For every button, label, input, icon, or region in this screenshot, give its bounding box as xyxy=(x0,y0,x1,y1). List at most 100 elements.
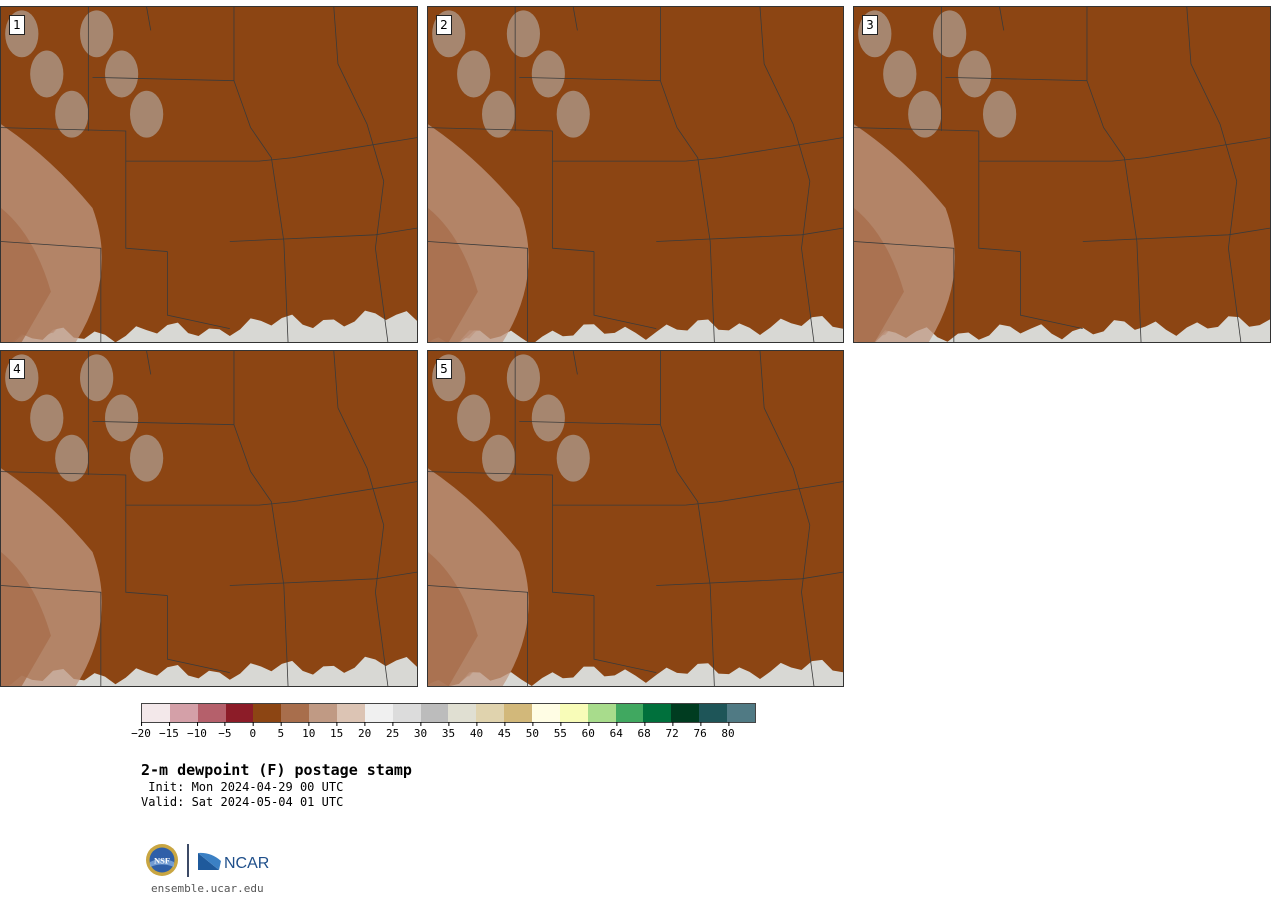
state-boundary xyxy=(1082,227,1270,242)
terrain-streak xyxy=(80,10,114,58)
state-boundary xyxy=(92,76,234,82)
state-boundary xyxy=(233,351,289,686)
colorbar-swatch xyxy=(727,704,755,722)
state-boundary xyxy=(1,127,168,252)
colorbar-swatch xyxy=(643,704,672,722)
state-boundary xyxy=(759,351,815,686)
dewpoint-map xyxy=(428,351,843,686)
colorbar-swatch xyxy=(532,704,560,722)
valid-time: Valid: Sat 2024-05-04 01 UTC xyxy=(141,795,344,809)
colorbar-tick-label: 10 xyxy=(302,722,315,740)
state-boundary xyxy=(167,595,230,673)
colorbar-swatch xyxy=(337,704,365,722)
colorbar-swatch xyxy=(197,704,226,722)
terrain-streak xyxy=(129,434,164,482)
terrain-streak xyxy=(506,354,540,402)
state-boundary xyxy=(229,571,417,586)
dry-region xyxy=(428,552,478,686)
colorbar-tick-label: 76 xyxy=(693,722,707,740)
state-boundary xyxy=(1,585,102,686)
colorbar-tick-label: 45 xyxy=(498,722,511,740)
dewpoint-band xyxy=(428,351,843,686)
state-boundary xyxy=(92,420,234,426)
colorbar-swatch xyxy=(504,704,533,722)
terrain-streak xyxy=(556,434,590,482)
state-boundary xyxy=(229,227,417,242)
state-boundary xyxy=(1020,251,1083,329)
state-boundary xyxy=(660,7,715,342)
state-boundary xyxy=(146,351,152,375)
state-boundary xyxy=(333,7,389,342)
colorbar-tick-label: −10 xyxy=(187,722,207,740)
colorbar-tick-label: 5 xyxy=(277,722,284,740)
logo-divider xyxy=(187,844,189,877)
dewpoint-map xyxy=(1,351,417,686)
colorbar-tick-label: 80 xyxy=(721,722,735,740)
forecast-panel-5: 5 xyxy=(427,350,844,687)
colorbar-swatch xyxy=(364,704,393,722)
state-boundary xyxy=(572,7,578,31)
state-boundary xyxy=(167,251,230,329)
colorbar-swatch xyxy=(587,704,616,722)
state-boundary xyxy=(572,351,578,375)
colorbar-tick-label: 60 xyxy=(582,722,595,740)
colorbar-swatch xyxy=(142,704,170,722)
nsf-logo-text: NSF xyxy=(154,856,170,866)
terrain-streak xyxy=(105,394,139,442)
dry-region xyxy=(428,208,478,342)
state-boundary xyxy=(333,351,389,686)
colorbar-tick-label: 15 xyxy=(330,722,343,740)
state-boundary xyxy=(656,571,843,586)
dry-region xyxy=(1,552,51,686)
state-boundary xyxy=(593,251,657,329)
colorbar-tick-label: 55 xyxy=(554,722,567,740)
dry-region xyxy=(1,208,51,342)
state-boundary xyxy=(656,227,843,242)
state-boundary xyxy=(428,241,528,342)
ncar-logo-icon: NCAR xyxy=(198,852,269,872)
terrain-streak xyxy=(457,394,491,442)
state-boundary xyxy=(999,7,1005,31)
dewpoint-band xyxy=(1,351,417,686)
terrain-streak xyxy=(556,90,590,138)
colorbar-tick-label: 50 xyxy=(526,722,539,740)
colorbar-tick-label: 25 xyxy=(386,722,399,740)
state-boundary xyxy=(1,241,102,342)
state-boundary xyxy=(685,481,843,506)
colorbar-swatch xyxy=(420,704,449,722)
colorbar-tick-label: −15 xyxy=(159,722,179,740)
site-url[interactable]: ensemble.ucar.edu xyxy=(151,882,264,895)
forecast-panel-2: 2 xyxy=(427,6,844,343)
ncar-logo-text: NCAR xyxy=(224,855,269,872)
state-boundary xyxy=(759,7,815,342)
colorbar-swatch xyxy=(225,704,254,722)
colorbar-swatch xyxy=(169,704,198,722)
state-boundary xyxy=(593,595,657,673)
logos: NSF NCAR xyxy=(145,843,275,879)
panel-number: 3 xyxy=(862,15,878,35)
terrain-streak xyxy=(129,90,164,138)
colorbar-tick-label: −20 xyxy=(131,722,151,740)
state-boundary xyxy=(1111,137,1270,162)
colorbar xyxy=(141,703,756,723)
state-boundary xyxy=(233,7,289,342)
dewpoint-band xyxy=(854,7,1270,342)
colorbar-swatch xyxy=(448,704,477,722)
state-boundary xyxy=(660,351,715,686)
terrain-streak xyxy=(958,50,992,98)
colorbar-tick-label: 0 xyxy=(250,722,256,740)
terrain-streak xyxy=(30,394,64,442)
dewpoint-map xyxy=(854,7,1270,342)
terrain-streak xyxy=(531,394,565,442)
dry-region xyxy=(854,208,904,342)
terrain-streak xyxy=(482,434,516,482)
state-boundary xyxy=(1,471,168,596)
terrain-streak xyxy=(883,50,917,98)
colorbar-tick-label: 40 xyxy=(470,722,483,740)
forecast-panel-3: 3 xyxy=(853,6,1271,343)
state-boundary xyxy=(945,76,1087,82)
terrain-streak xyxy=(55,90,89,138)
colorbar-tick-label: −5 xyxy=(218,722,231,740)
dewpoint-map xyxy=(1,7,417,342)
panel-number: 1 xyxy=(9,15,25,35)
